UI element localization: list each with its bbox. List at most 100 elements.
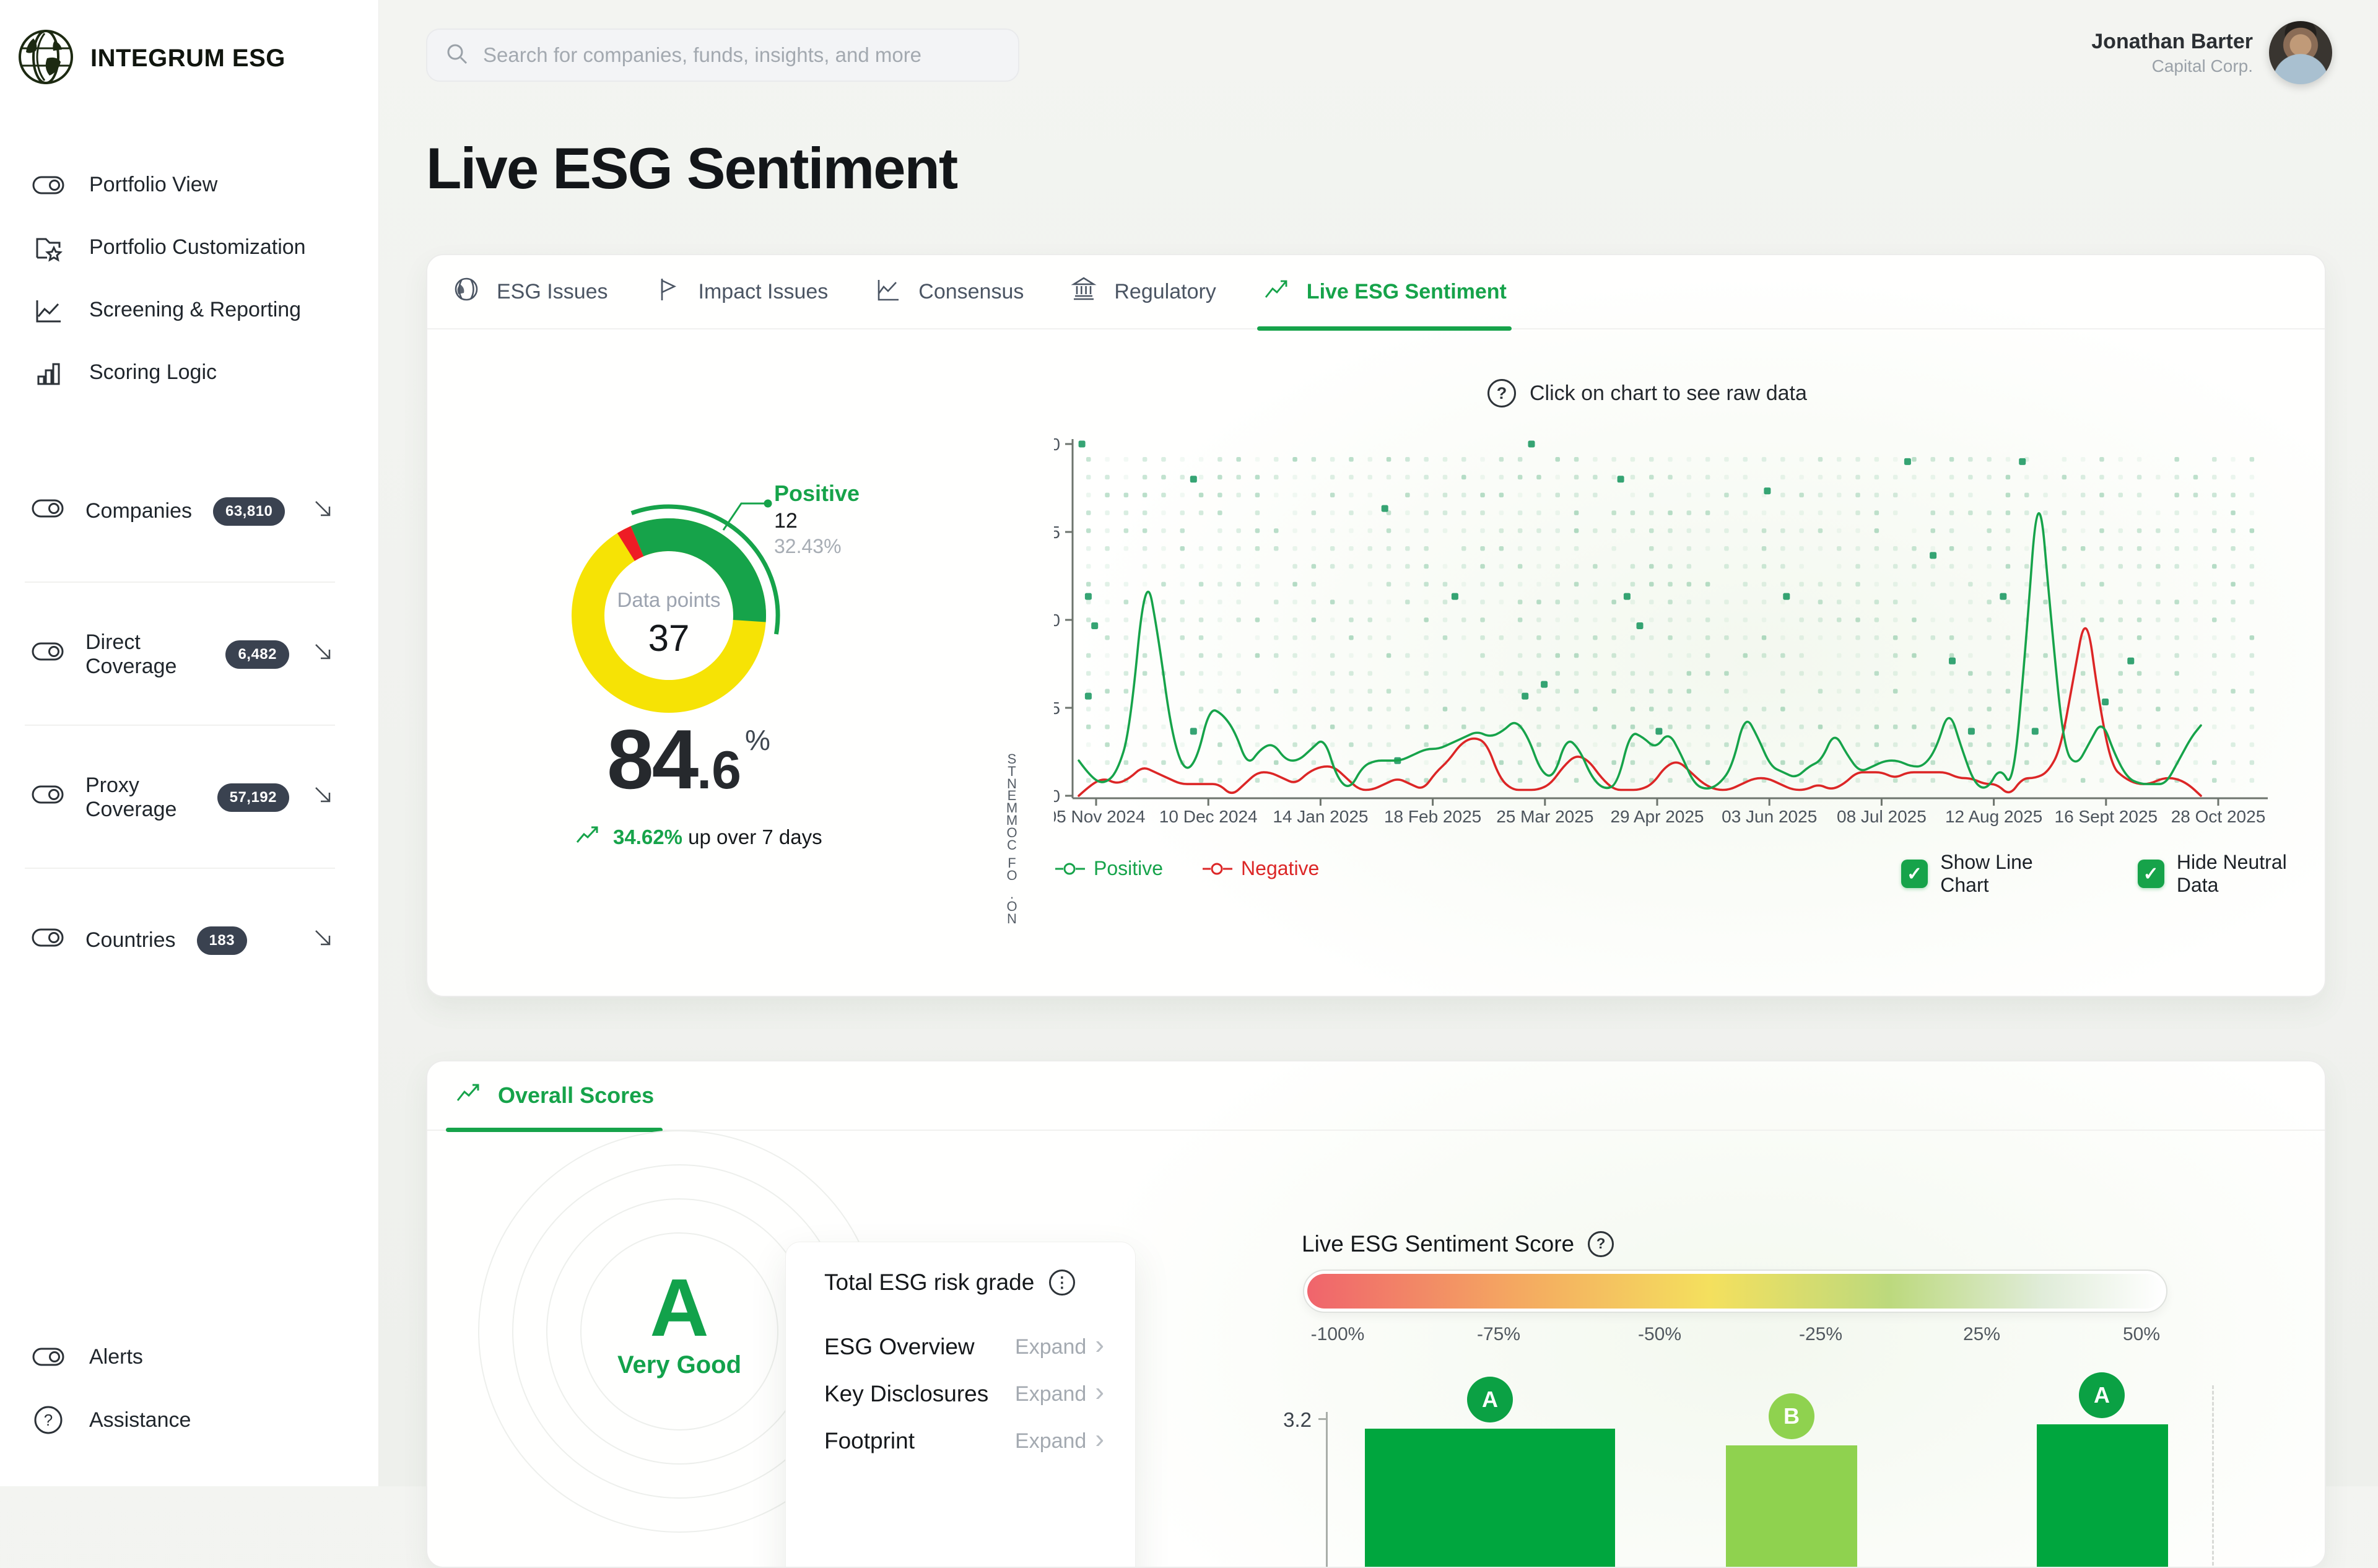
risk-grade-panel: Total ESG risk grade ⋮ ESG Overview Expa… [785, 1242, 1136, 1567]
tab-impact-issues[interactable]: Impact Issues [651, 255, 831, 328]
bar-chart-icon [31, 357, 66, 389]
user-info: Jonathan Barter Capital Corp. [2091, 30, 2253, 76]
toggle-icon [31, 784, 64, 811]
arrow-down-right-icon[interactable] [310, 496, 335, 526]
expand-link[interactable]: Expand [1015, 1429, 1087, 1453]
score-unit: % [745, 724, 770, 756]
sidebar-item-label: Scoring Logic [89, 360, 217, 384]
risk-row-label: Key Disclosures [824, 1381, 989, 1406]
scale-tick: -75% [1476, 1324, 1521, 1344]
globe-logo-icon [16, 27, 76, 90]
tab-live-esg-sentiment[interactable]: Live ESG Sentiment [1257, 255, 1512, 331]
donut-callout-leader [722, 499, 772, 531]
sentiment-score-title-row: Live ESG Sentiment Score ? [1302, 1231, 1614, 1257]
grade-badge: A [1467, 1377, 1513, 1422]
svg-text:05 Nov 2024: 05 Nov 2024 [1054, 807, 1145, 826]
sidebar-item-portfolio-view[interactable]: Portfolio View [0, 154, 378, 216]
avatar[interactable] [2269, 21, 2332, 84]
global-search[interactable] [426, 28, 1019, 82]
trend-up-icon [455, 1080, 483, 1112]
search-icon [445, 41, 469, 69]
sentiment-line-chart[interactable]: 0 15 30 45 60 05 Nov 2024 10 Dec 2024 14 Jan 20… [1054, 398, 2293, 843]
bar-separator-dashed [2212, 1385, 2214, 1567]
tab-bar: ESG Issues Impact Issues Consensus Regul… [427, 255, 2325, 331]
sentiment-score-scale[interactable] [1303, 1270, 2167, 1313]
sidebar: INTEGRUM ESG Portfolio View Portfolio Cu… [0, 0, 379, 1486]
legend-positive[interactable]: Positive [1055, 857, 1163, 880]
scale-tick: 50% [2122, 1324, 2161, 1344]
arrow-down-right-icon[interactable] [310, 782, 335, 812]
chart-line-icon [874, 275, 902, 309]
toggle-label: Show Line Chart [1940, 851, 2033, 896]
question-icon: ? [1487, 379, 1516, 407]
grade-bar[interactable] [1726, 1445, 1857, 1567]
sidebar-item-portfolio-customization[interactable]: Portfolio Customization [0, 216, 378, 279]
sidebar-item-direct-coverage[interactable]: Direct Coverage 6,482 [0, 583, 378, 726]
checkbox-checked-icon[interactable]: ✓ [1901, 860, 1928, 888]
tab-regulatory[interactable]: Regulatory [1067, 255, 1218, 328]
esg-grade-label: Very Good [617, 1351, 742, 1379]
sidebar-item-proxy-coverage[interactable]: Proxy Coverage 57,192 [0, 726, 378, 869]
sentiment-donut-chart[interactable] [533, 479, 805, 752]
folder-star-icon [31, 232, 66, 264]
risk-row-esg-overview[interactable]: ESG Overview Expand › [824, 1328, 1104, 1366]
trend-up-icon [575, 822, 602, 852]
tab-label: Overall Scores [498, 1082, 655, 1108]
trend-text: 34.62% up over 7 days [613, 825, 822, 849]
legend-marker-icon [1055, 863, 1085, 874]
grade-bar[interactable] [1365, 1429, 1615, 1567]
question-icon[interactable]: ? [1588, 1231, 1614, 1257]
chevron-right-icon: › [1095, 1377, 1104, 1407]
toggle-icon [31, 927, 64, 954]
sidebar-item-label: Screening & Reporting [89, 298, 302, 321]
arrow-down-right-icon[interactable] [310, 925, 335, 956]
count-badge: 63,810 [212, 497, 285, 526]
user-name: Jonathan Barter [2091, 29, 2253, 53]
toggle-icon [31, 175, 66, 196]
sidebar-item-label: Companies [85, 499, 192, 523]
sidebar-data-nav: Companies 63,810 Direct Coverage 6,482 P… [0, 440, 378, 1012]
search-input[interactable] [483, 43, 1001, 67]
trend-percent: 34.62% [613, 825, 682, 848]
user-menu[interactable]: Jonathan Barter Capital Corp. [2091, 21, 2332, 84]
show-line-chart-toggle[interactable]: ✓ Show Line Chart [1901, 851, 2078, 897]
sidebar-item-assistance[interactable]: ? Assistance [0, 1388, 378, 1452]
tab-overall-scores[interactable]: Overall Scores [445, 1061, 663, 1132]
bar-axis-label: 3.2 [1283, 1408, 1312, 1431]
sidebar-item-scoring-logic[interactable]: Scoring Logic [0, 341, 378, 404]
expand-link[interactable]: Expand [1015, 1335, 1087, 1359]
arrow-down-right-icon[interactable] [310, 639, 335, 669]
grade-badge: A [2079, 1372, 2125, 1418]
risk-row-footprint[interactable]: Footprint Expand › [824, 1422, 1104, 1460]
grade-bar[interactable] [2037, 1424, 2168, 1567]
toggle-icon [31, 498, 64, 525]
svg-text:25 Mar 2025: 25 Mar 2025 [1496, 807, 1593, 826]
tab-label: Regulatory [1114, 279, 1216, 303]
expand-link[interactable]: Expand [1015, 1382, 1087, 1406]
sidebar-footer: Alerts ? Assistance [0, 1325, 378, 1452]
tab-consensus[interactable]: Consensus [871, 255, 1026, 328]
sentiment-score: 84 .6 % [607, 711, 770, 808]
tab-label: ESG Issues [497, 279, 608, 303]
chart-legend: Positive Negative [1055, 857, 1319, 880]
esg-grade-letter: A [650, 1262, 709, 1353]
bar-axis-tick [1318, 1418, 1326, 1420]
sidebar-item-screening-reporting[interactable]: Screening & Reporting [0, 279, 378, 341]
sidebar-item-alerts[interactable]: Alerts [0, 1325, 378, 1388]
line-chart-icon [31, 294, 66, 326]
sidebar-item-countries[interactable]: Countries 183 [0, 869, 378, 1012]
sentiment-card: ESG Issues Impact Issues Consensus Regul… [426, 254, 2326, 997]
toggle-icon [31, 1346, 66, 1367]
scale-tick: -100% [1310, 1324, 1365, 1344]
donut-center-label: Data points [617, 588, 721, 611]
checkbox-checked-icon[interactable]: ✓ [2137, 860, 2164, 888]
sidebar-item-companies[interactable]: Companies 63,810 [0, 440, 378, 583]
legend-negative[interactable]: Negative [1203, 857, 1319, 880]
tab-label: Impact Issues [698, 279, 829, 303]
sidebar-item-label: Direct Coverage [85, 630, 177, 678]
hide-neutral-data-toggle[interactable]: ✓ Hide Neutral Data [2137, 851, 2325, 897]
risk-row-key-disclosures[interactable]: Key Disclosures Expand › [824, 1375, 1104, 1413]
tab-esg-issues[interactable]: ESG Issues [450, 255, 611, 328]
sentiment-score-title: Live ESG Sentiment Score [1302, 1231, 1575, 1257]
info-icon[interactable]: ⋮ [1049, 1270, 1076, 1296]
